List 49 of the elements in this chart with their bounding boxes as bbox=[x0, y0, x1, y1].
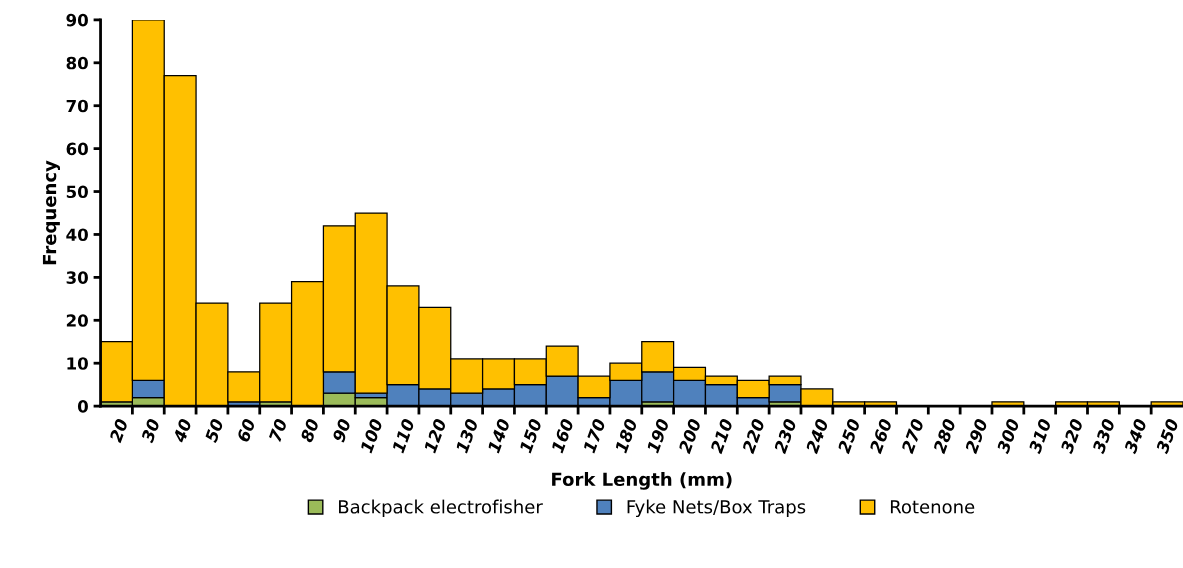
x-tick-label: 290 bbox=[964, 417, 988, 455]
x-tick-label: 80 bbox=[299, 417, 320, 444]
y-tick-label: 0 bbox=[77, 400, 88, 413]
legend-label: Backpack electrofisher bbox=[339, 499, 543, 518]
x-tick-label: 140 bbox=[487, 417, 511, 454]
y-tick-label: 80 bbox=[66, 56, 88, 70]
x-tick-label: 320 bbox=[1059, 417, 1084, 455]
y-axis-title: Frequency bbox=[42, 160, 60, 265]
x-tick-label: 330 bbox=[1091, 417, 1116, 455]
x-tick-label: 200 bbox=[677, 417, 702, 455]
x-tick-label: 40 bbox=[172, 417, 193, 444]
x-tick-label: 100 bbox=[359, 417, 384, 454]
x-tick-label: 230 bbox=[773, 417, 797, 455]
x-tick-label: 310 bbox=[1028, 417, 1052, 455]
x-tick-label: 220 bbox=[741, 417, 766, 455]
x-tick-label: 300 bbox=[996, 417, 1020, 455]
x-tick-label: 130 bbox=[455, 417, 479, 454]
x-tick-label: 260 bbox=[868, 417, 893, 455]
x-tick-label: 120 bbox=[423, 417, 447, 454]
x-tick-label: 350 bbox=[1155, 417, 1179, 455]
y-tick-label: 60 bbox=[66, 142, 88, 156]
x-tick-label: 20 bbox=[108, 417, 129, 444]
y-tick-label: 20 bbox=[66, 314, 88, 327]
x-tick-label: 170 bbox=[582, 417, 606, 454]
x-tick-label: 70 bbox=[268, 417, 288, 443]
y-tick-label: 50 bbox=[66, 185, 88, 199]
y-tick-label: 40 bbox=[66, 228, 88, 242]
legend-label: Fyke Nets/Box Traps bbox=[627, 499, 806, 518]
x-tick-label: 90 bbox=[331, 417, 352, 443]
x-tick-label: 50 bbox=[204, 417, 224, 444]
y-tick-label: 10 bbox=[67, 357, 88, 370]
x-tick-label: 30 bbox=[140, 417, 161, 444]
y-tick-label: 90 bbox=[66, 13, 88, 27]
x-tick-label: 110 bbox=[391, 417, 415, 454]
x-tick-label: 340 bbox=[1123, 417, 1148, 455]
x-tick-label: 240 bbox=[805, 417, 829, 455]
x-tick-label: 150 bbox=[518, 417, 543, 454]
x-tick-label: 180 bbox=[614, 417, 638, 454]
x-tick-label: 280 bbox=[932, 417, 957, 455]
x-tick-label: 250 bbox=[837, 417, 861, 455]
legend-label: Rotenone bbox=[890, 500, 975, 514]
y-tick-label: 30 bbox=[66, 271, 88, 284]
x-tick-label: 270 bbox=[900, 417, 925, 455]
x-tick-label: 160 bbox=[550, 417, 575, 454]
y-tick-label: 70 bbox=[66, 99, 88, 113]
x-tick-label: 190 bbox=[646, 417, 670, 454]
x-tick-label: 210 bbox=[709, 417, 734, 455]
x-axis-title: Fork Length (mm) bbox=[552, 472, 732, 490]
x-tick-label: 60 bbox=[236, 417, 256, 443]
